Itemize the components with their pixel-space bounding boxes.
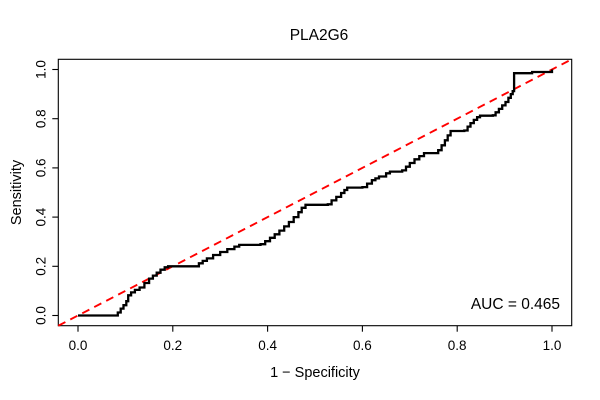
x-tick-label: 0.6 bbox=[353, 338, 372, 353]
chart-title: PLA2G6 bbox=[290, 27, 349, 44]
x-axis-label: 1 − Specificity bbox=[270, 365, 361, 381]
y-axis-label: Sensitivity bbox=[9, 159, 25, 225]
plot-box bbox=[57, 58, 573, 327]
y-tick-label: 0.0 bbox=[34, 306, 49, 325]
y-tick-label: 0.2 bbox=[34, 257, 49, 276]
x-tick-label: 0.4 bbox=[258, 338, 277, 353]
y-axis: 0.0 0.2 0.4 0.6 0.8 1.0 bbox=[34, 60, 59, 325]
auc-annotation: AUC = 0.465 bbox=[471, 296, 560, 313]
y-tick-label: 1.0 bbox=[34, 60, 49, 79]
x-axis: 0.0 0.2 0.4 0.6 0.8 1.0 bbox=[69, 325, 562, 353]
x-tick-label: 0.8 bbox=[448, 338, 467, 353]
roc-curve bbox=[78, 69, 554, 317]
y-tick-label: 0.4 bbox=[34, 207, 49, 226]
x-tick-label: 0.2 bbox=[163, 338, 182, 353]
x-tick-label: 0.0 bbox=[69, 338, 88, 353]
x-tick-label: 1.0 bbox=[543, 338, 562, 353]
chance-diagonal-line bbox=[57, 58, 573, 327]
y-tick-label: 0.8 bbox=[34, 109, 49, 128]
y-tick-label: 0.6 bbox=[34, 159, 49, 178]
